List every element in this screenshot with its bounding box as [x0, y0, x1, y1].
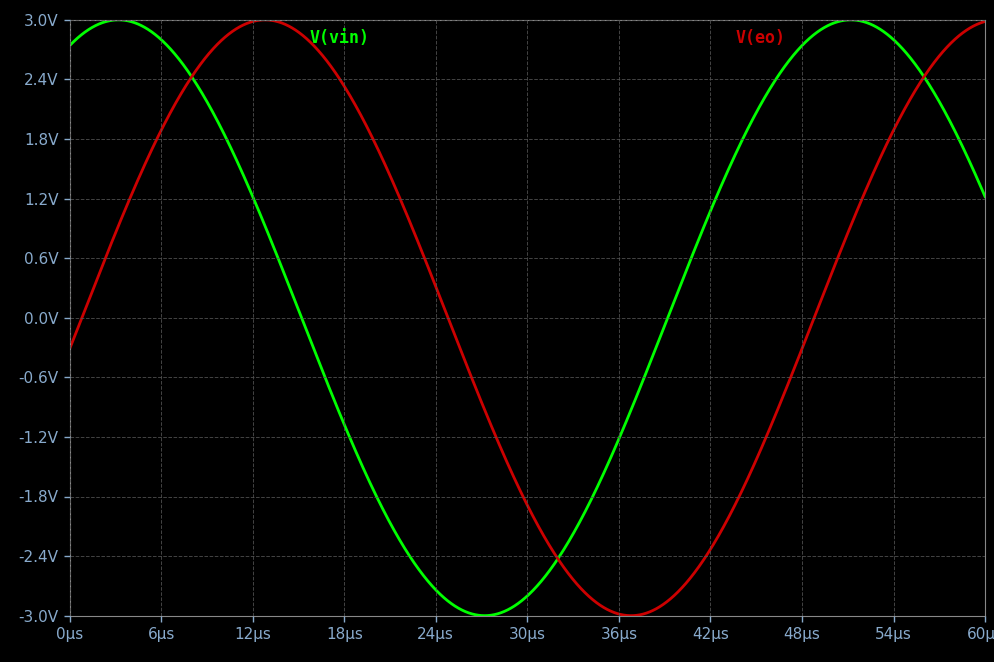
Text: V(eo): V(eo)	[735, 29, 785, 47]
Text: V(vin): V(vin)	[309, 29, 370, 47]
